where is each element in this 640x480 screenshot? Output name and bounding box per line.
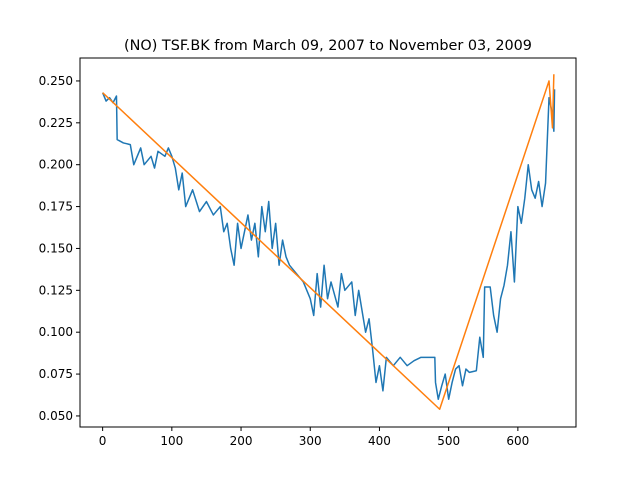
x-tick-label: 200	[230, 434, 253, 448]
x-tick-label: 300	[299, 434, 322, 448]
y-tick-label: 0.125	[39, 283, 73, 297]
y-tick-label: 0.175	[39, 200, 73, 214]
y-tick-label: 0.225	[39, 116, 73, 130]
series-line	[102, 74, 555, 410]
x-tick-label: 500	[437, 434, 460, 448]
x-tick-label: 600	[506, 434, 529, 448]
x-tick-label: 100	[160, 434, 183, 448]
y-tick-label: 0.100	[39, 325, 73, 339]
chart-title: (NO) TSF.BK from March 09, 2007 to Novem…	[124, 38, 532, 54]
y-tick-label: 0.075	[39, 367, 73, 381]
series-line	[101, 89, 556, 400]
x-tick-label: 0	[99, 434, 107, 448]
y-tick-label: 0.250	[39, 74, 73, 88]
y-tick-label: 0.200	[39, 158, 73, 172]
y-tick-label: 0.050	[39, 409, 73, 423]
y-tick-label: 0.150	[39, 241, 73, 255]
x-tick-label: 400	[368, 434, 391, 448]
plot-frame	[79, 57, 577, 428]
